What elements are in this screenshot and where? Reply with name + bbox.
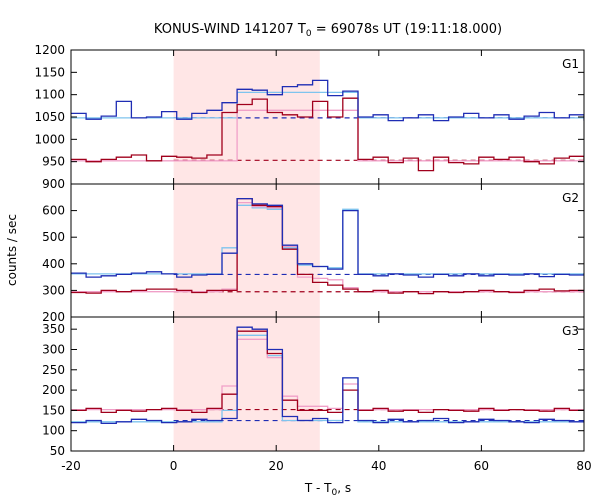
y-tick-label: 250 xyxy=(42,363,65,377)
y-tick-label: 50 xyxy=(50,444,65,458)
x-tick-label: 60 xyxy=(474,459,489,473)
y-tick-label: 200 xyxy=(42,383,65,397)
y-tick-label: 1050 xyxy=(34,110,65,124)
y-tick-label: 950 xyxy=(42,155,65,169)
panel-label: G3 xyxy=(562,324,579,338)
x-tick-label: 40 xyxy=(371,459,386,473)
y-axis-label: counts / sec xyxy=(5,214,19,286)
y-tick-label: 200 xyxy=(42,310,65,324)
plot-area: 90095010001050110011501200G1200300400500… xyxy=(34,43,591,473)
y-tick-label: 1150 xyxy=(34,65,65,79)
series-line-dark-red xyxy=(71,197,584,295)
y-tick-label: 1000 xyxy=(34,132,65,146)
series-line-dark-blue xyxy=(71,197,584,278)
y-tick-label: 400 xyxy=(42,257,65,271)
y-tick-label: 350 xyxy=(42,322,65,336)
x-tick-label: 80 xyxy=(576,459,591,473)
y-tick-label: 300 xyxy=(42,342,65,356)
y-tick-label: 300 xyxy=(42,283,65,297)
y-tick-label: 1100 xyxy=(34,88,65,102)
y-tick-label: 600 xyxy=(42,204,65,218)
y-tick-label: 500 xyxy=(42,230,65,244)
x-tick-label: 0 xyxy=(170,459,178,473)
series-line-dark-red xyxy=(71,97,584,172)
panel-label: G1 xyxy=(562,57,579,71)
x-axis-label: T - T0, s xyxy=(304,481,351,498)
panel-label: G2 xyxy=(562,191,579,205)
x-tick-label: -20 xyxy=(61,459,81,473)
x-tick-label: 20 xyxy=(269,459,284,473)
y-tick-label: 150 xyxy=(42,403,65,417)
y-tick-label: 100 xyxy=(42,424,65,438)
series-line-dark-blue xyxy=(71,79,584,122)
y-tick-label: 1200 xyxy=(34,43,65,57)
highlight-interval xyxy=(173,50,320,451)
series-line-dark-blue xyxy=(71,326,584,425)
chart-title: KONUS-WIND 141207 T0 = 69078s UT (19:11:… xyxy=(154,22,502,39)
y-tick-label: 900 xyxy=(42,177,65,191)
panel-frame xyxy=(70,316,585,452)
